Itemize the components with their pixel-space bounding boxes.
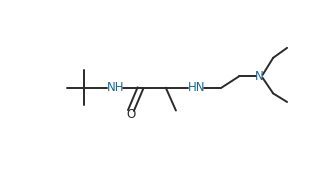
Text: O: O [126, 108, 136, 121]
Text: N: N [255, 70, 264, 83]
Text: NH: NH [107, 81, 124, 94]
Text: HN: HN [187, 81, 205, 94]
